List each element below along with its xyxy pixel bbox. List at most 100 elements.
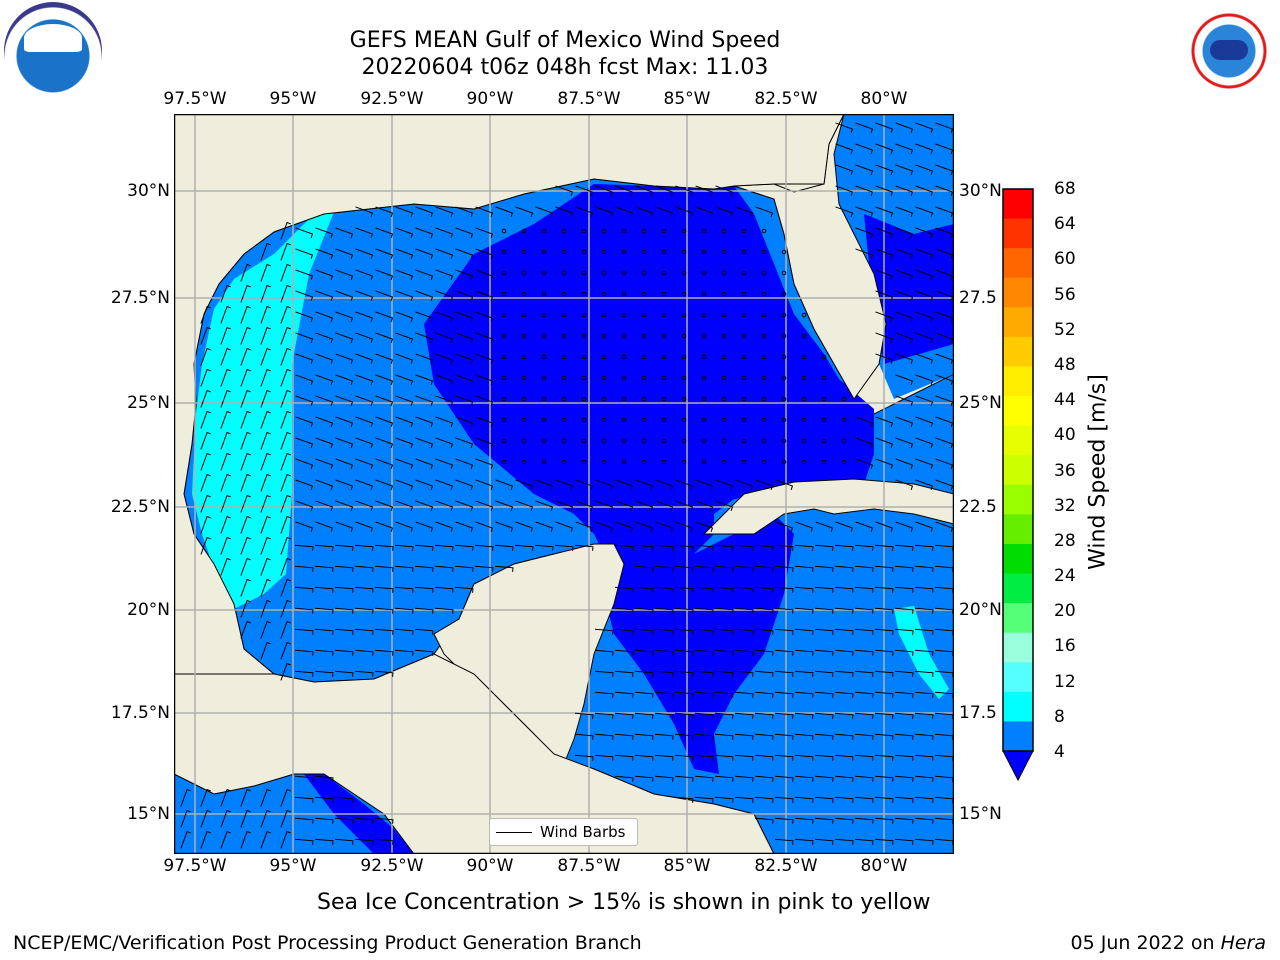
lat-label-left: 20°N: [127, 600, 170, 620]
wind-barb: [674, 691, 694, 698]
wind-barb: [895, 353, 914, 365]
wind-barb: [854, 670, 874, 677]
wind-barb: [834, 670, 854, 677]
wind-barb: [355, 479, 374, 491]
wind-barb: [714, 586, 734, 593]
wind-barb: [894, 754, 914, 761]
wind-barb-calm: [701, 228, 707, 234]
wind-barb: [314, 565, 334, 572]
wind-barb: [395, 290, 414, 302]
wind-barb: [335, 311, 354, 323]
wind-barb: [894, 817, 914, 824]
wind-barb: [375, 206, 394, 218]
wind-barb: [655, 206, 674, 218]
wind-barb: [895, 164, 914, 176]
wind-barb: [754, 733, 774, 740]
wind-barb: [914, 817, 934, 824]
wind-barb: [814, 754, 834, 761]
wind-barb: [220, 452, 232, 471]
wind-barb: [914, 691, 934, 698]
wind-barb: [614, 607, 634, 614]
wind-barb: [355, 311, 374, 323]
wind-barb-calm: [721, 270, 727, 276]
wind-barb: [714, 649, 734, 656]
wind-barb: [335, 437, 354, 449]
wind-barb: [634, 586, 654, 593]
wind-barb: [314, 838, 334, 845]
wind-barb: [694, 565, 714, 572]
wind-barb: [674, 544, 694, 551]
wind-barb: [355, 248, 374, 260]
wind-barb: [295, 353, 314, 365]
wind-barb: [814, 712, 834, 719]
wind-barb: [260, 536, 272, 555]
wind-barb: [355, 290, 374, 302]
wind-barb: [455, 437, 474, 449]
wind-barb: [654, 775, 674, 782]
wind-barb: [354, 670, 374, 677]
wind-barb-calm: [681, 438, 687, 444]
wind-barb: [794, 544, 814, 551]
wind-barb-calm: [841, 396, 847, 402]
colorbar-segment: [1003, 691, 1033, 722]
wind-barb: [395, 437, 414, 449]
wind-barb: [874, 544, 894, 551]
wind-barb: [814, 628, 834, 635]
wind-barb: [475, 395, 494, 407]
wind-barb-calm: [681, 291, 687, 297]
wind-barb: [260, 242, 272, 261]
wind-barb: [714, 796, 734, 803]
wind-barb-calm: [641, 291, 647, 297]
wind-barb: [415, 227, 434, 239]
wind-barb: [555, 521, 574, 533]
wind-barb: [515, 206, 534, 218]
wind-barb: [794, 691, 814, 698]
wind-barb-calm: [621, 396, 627, 402]
wind-barb-calm: [721, 249, 727, 255]
wind-barb: [494, 565, 514, 572]
wind-barb: [654, 691, 674, 698]
wind-barb-calm: [621, 333, 627, 339]
wind-barb: [415, 521, 434, 533]
wind-barb: [854, 649, 874, 656]
wind-barb: [355, 374, 374, 386]
wind-barb: [294, 775, 314, 782]
wind-barb: [220, 536, 232, 555]
wind-barb: [714, 544, 734, 551]
wind-barb: [914, 754, 934, 761]
wind-barb-calm: [541, 417, 547, 423]
wind-barb: [714, 691, 734, 698]
wind-barb: [914, 565, 934, 572]
wind-barb: [635, 500, 654, 512]
wind-barb: [354, 817, 374, 824]
wind-barb-calm: [701, 438, 707, 444]
wind-barb: [574, 754, 594, 761]
colorbar-segment: [1003, 336, 1033, 367]
wind-barb: [314, 775, 334, 782]
wind-barb: [615, 521, 634, 533]
wind-barb-calm: [821, 417, 827, 423]
wind-barb-calm: [581, 417, 587, 423]
wind-barb: [855, 458, 874, 470]
wind-barb-calm: [501, 459, 507, 465]
wind-barb: [894, 544, 914, 551]
wind-barb: [315, 374, 334, 386]
wind-barb: [654, 586, 674, 593]
wind-barb: [294, 838, 314, 845]
wind-barb: [614, 691, 634, 698]
wind-barb: [260, 809, 272, 828]
wind-barb-calm: [821, 459, 827, 465]
lon-label-bottom: 90°W: [466, 856, 514, 876]
lon-label-top: 82.5°W: [754, 89, 818, 109]
wind-barb: [774, 628, 794, 635]
wind-barb-calm: [581, 228, 587, 234]
wind-barb-calm: [841, 459, 847, 465]
wind-barb: [634, 691, 654, 698]
wind-barb: [535, 521, 554, 533]
wind-barb: [555, 206, 574, 218]
wind-barb: [794, 586, 814, 593]
wind-barb: [875, 143, 894, 155]
wind-barb: [834, 838, 854, 845]
wind-barb: [855, 185, 874, 197]
wind-barb: [494, 544, 514, 551]
